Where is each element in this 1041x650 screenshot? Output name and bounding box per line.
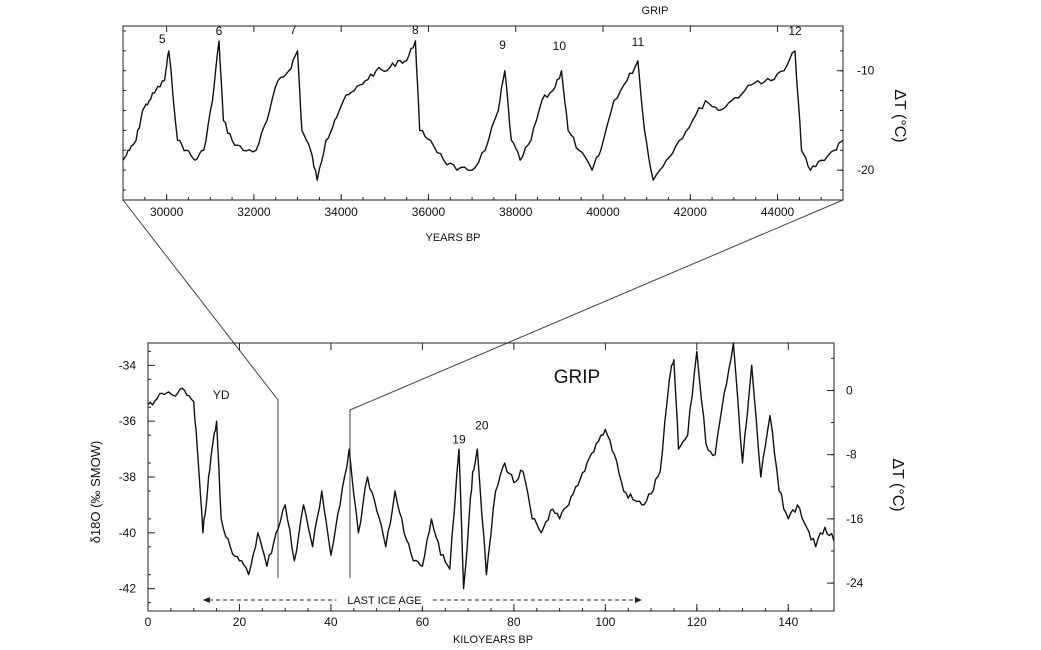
- top-plot-frame: [122, 25, 844, 201]
- bottom-right-tick-label: -8: [846, 448, 857, 462]
- bottom-x-tick-label: 20: [233, 615, 247, 629]
- bottom-x-axis-label: KILOYEARS BP: [453, 634, 533, 646]
- bottom-y-tick-label: -42: [119, 582, 137, 596]
- bottom-chart: 0 20 40 60 80 100 120 140 -34 -36 -38 -40 -42 0 -8 -1…: [88, 342, 906, 646]
- bottom-right-tick-label: 0: [846, 383, 853, 397]
- bottom-x-tick-label: 140: [778, 615, 798, 629]
- top-y-tick-label: -10: [857, 64, 875, 78]
- top-x-tick-label: 34000: [324, 205, 358, 219]
- bottom-annotation-label: 19: [452, 433, 466, 447]
- top-peak-label: 6: [216, 24, 223, 38]
- bottom-y-tick-label: -34: [119, 358, 137, 372]
- bottom-series-line: [147, 342, 835, 590]
- bottom-chart-title: GRIP: [554, 367, 600, 388]
- top-peak-labels: 5 6 7 8 9 10 11 12: [159, 23, 802, 53]
- top-x-tick-label: 38000: [499, 205, 533, 219]
- bottom-x-tick-label: 40: [324, 615, 338, 629]
- top-peak-label: 11: [632, 35, 645, 49]
- bottom-x-ticks: 0 20 40 60 80 100 120 140: [145, 343, 835, 629]
- bottom-x-tick-label: 80: [507, 615, 521, 629]
- bottom-annotation-label: YD: [213, 388, 230, 402]
- bottom-y-ticks-left: -34 -36 -38 -40 -42: [119, 350, 155, 604]
- bottom-x-tick-label: 100: [595, 615, 615, 629]
- top-x-tick-label: 40000: [586, 205, 620, 219]
- zoom-connector-left: [122, 199, 279, 578]
- range-arrow-left: [202, 597, 210, 603]
- bottom-annotations: YD 19 20: [213, 388, 489, 447]
- top-x-tick-label: 32000: [237, 205, 271, 219]
- top-y-axis-label-right: ΔT (°C): [891, 89, 908, 142]
- bottom-x-tick-label: 0: [145, 615, 152, 629]
- bottom-x-tick-label: 120: [687, 615, 707, 629]
- top-chart: GRIP 30000 32000 34000 36000 38000 40000 42000…: [122, 5, 908, 244]
- bottom-annotation-label: 20: [475, 419, 489, 433]
- top-peak-label: 8: [412, 23, 419, 37]
- top-peak-label: 10: [553, 39, 567, 53]
- top-x-tick-label: 44000: [761, 205, 795, 219]
- bottom-y-tick-label: -36: [119, 414, 137, 428]
- bottom-y-ticks-right: 0 -8 -16 -24: [827, 357, 864, 590]
- bottom-plot-frame: [147, 342, 835, 612]
- top-y-ticks-right: -10 -20: [123, 30, 875, 191]
- bottom-right-tick-label: -16: [846, 512, 864, 526]
- top-x-tick-label: 30000: [150, 205, 184, 219]
- bottom-right-tick-label: -24: [846, 576, 864, 590]
- top-y-tick-label: -20: [857, 163, 875, 177]
- top-x-ticks: 30000 32000 34000 36000 38000 40000 42000 44000: [122, 26, 844, 219]
- bottom-x-tick-label: 60: [416, 615, 430, 629]
- range-arrow-right: [634, 597, 642, 603]
- top-peak-label: 12: [788, 24, 802, 38]
- top-peak-label: 5: [159, 32, 166, 46]
- bottom-y-axis-label-right: ΔT (°C): [889, 458, 906, 511]
- top-x-axis-label: YEARS BP: [425, 232, 480, 244]
- top-series-line: [122, 40, 844, 181]
- bottom-y-axis-label-left: δ18O (‰ SMOW): [88, 441, 103, 544]
- top-peak-label: 9: [499, 38, 506, 52]
- range-label: LAST ICE AGE: [347, 595, 421, 607]
- top-x-tick-label: 36000: [412, 205, 446, 219]
- top-x-tick-label: 42000: [674, 205, 708, 219]
- top-peak-label: 7: [290, 23, 297, 37]
- zoom-connectors: [122, 199, 844, 578]
- bottom-y-tick-label: -38: [119, 470, 137, 484]
- top-chart-title: GRIP: [642, 5, 669, 17]
- last-ice-age-range: LAST ICE AGE: [202, 592, 642, 607]
- range-label-bg: [336, 592, 433, 606]
- zoom-connector-right: [349, 199, 844, 578]
- bottom-y-tick-label: -40: [119, 526, 137, 540]
